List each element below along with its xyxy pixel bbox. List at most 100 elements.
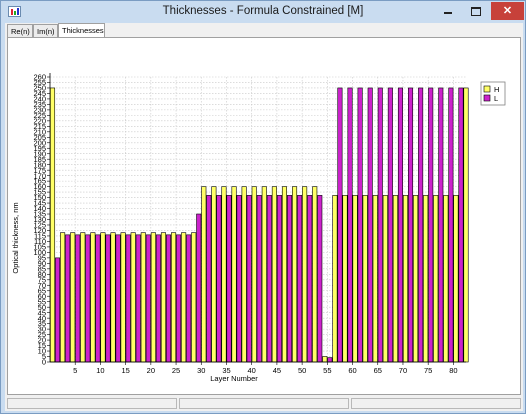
- chart-panel: 0 5 10 15 20 25 30 35 40 45 50 55 60 65 70 75 80 85 90 95 10…: [7, 37, 521, 395]
- close-button[interactable]: ✕: [491, 2, 524, 20]
- bar-layer-41: [251, 186, 257, 363]
- y-tick-label: 230: [33, 105, 46, 114]
- y-tick-label: 130: [33, 215, 46, 224]
- bar-layer-69: [392, 195, 398, 363]
- maximize-button[interactable]: [463, 2, 489, 20]
- bar-layer-62: [357, 87, 363, 363]
- bar-layer-73: [413, 195, 419, 363]
- bar-layer-52: [307, 195, 313, 363]
- y-tick-label: 25: [38, 330, 46, 339]
- bar-layer-66: [377, 87, 383, 363]
- bar-layer-30: [196, 213, 202, 363]
- x-tick-labels: 5 10 15 20 25 30 35 40 45 50 55 60 65 70 75 80: [73, 366, 457, 375]
- bar-layer-42: [256, 195, 262, 363]
- y-tick-label: 155: [33, 188, 46, 197]
- legend-label-l: L: [494, 94, 498, 103]
- y-tick-label: 45: [38, 308, 46, 317]
- bar-layer-25: [171, 232, 177, 363]
- y-axis-title: Optical thickness, nm: [11, 202, 20, 273]
- y-tick-label: 120: [33, 226, 46, 235]
- y-tick-label: 180: [33, 160, 46, 169]
- bar-layer-59: [342, 195, 348, 363]
- bar-layer-76: [428, 87, 434, 363]
- bar-layer-78: [438, 87, 444, 363]
- x-axis-title: Layer Number: [210, 374, 258, 383]
- x-tick-label: 20: [147, 366, 155, 375]
- bar-layer-12: [105, 234, 111, 363]
- bar-layer-14: [115, 234, 121, 363]
- y-tick-label: 55: [38, 297, 46, 306]
- bar-layer-7: [80, 232, 86, 363]
- x-tick-label: 10: [96, 366, 104, 375]
- bar-layer-53: [312, 186, 318, 363]
- bar-layer-22: [155, 234, 161, 363]
- y-tick-label: 50: [38, 303, 46, 312]
- y-tick-label: 80: [38, 270, 46, 279]
- status-segment-3: [351, 398, 521, 409]
- y-tick-label: 200: [33, 138, 46, 147]
- bar-layer-55: [322, 356, 328, 363]
- bar-layer-32: [206, 195, 212, 363]
- y-tick-label: 255: [33, 78, 46, 87]
- bar-layer-37: [231, 186, 237, 363]
- minimize-button[interactable]: [435, 2, 461, 20]
- y-tick-label: 90: [38, 259, 46, 268]
- bar-layer-17: [130, 232, 136, 363]
- bar-layer-68: [387, 87, 393, 363]
- x-tick-label: 5: [73, 366, 77, 375]
- bar-layer-15: [120, 232, 126, 363]
- y-tick-label: 125: [33, 221, 46, 230]
- y-tick-label: 30: [38, 325, 46, 334]
- bar-layer-19: [140, 232, 146, 363]
- x-tick-label: 75: [424, 366, 432, 375]
- y-tick-label: 185: [33, 155, 46, 164]
- y-tick-label: 225: [33, 111, 46, 120]
- tab-im-n[interactable]: Im(n): [33, 24, 58, 37]
- x-tick-label: 25: [172, 366, 180, 375]
- y-tick-label: 240: [33, 95, 46, 104]
- bar-layer-5: [70, 232, 76, 363]
- bar-layer-21: [150, 232, 156, 363]
- legend-label-h: H: [494, 85, 499, 94]
- bar-layer-77: [433, 195, 439, 363]
- bar-layer-54: [317, 195, 323, 363]
- bar-layer-46: [276, 195, 282, 363]
- status-segment-2: [179, 398, 349, 409]
- y-tick-label: 260: [33, 73, 46, 82]
- y-tick-labels: 0510152025303540455055606570758085909510…: [33, 73, 46, 367]
- bar-layer-18: [135, 234, 141, 363]
- app-icon: [8, 6, 21, 17]
- x-tick-label: 55: [323, 366, 331, 375]
- y-tick-label: 140: [33, 204, 46, 213]
- bar-layer-51: [302, 186, 308, 363]
- bars: [49, 87, 469, 363]
- y-tick-label: 10: [38, 347, 46, 356]
- bar-layer-83: [463, 87, 469, 363]
- status-segment-1: [7, 398, 177, 409]
- bar-layer-34: [216, 195, 222, 363]
- bar-layer-82: [458, 87, 464, 363]
- bar-layer-33: [211, 186, 217, 363]
- bar-layer-27: [181, 232, 187, 363]
- y-tick-label: 245: [33, 89, 46, 98]
- y-tick-label: 70: [38, 281, 46, 290]
- tab-re-n[interactable]: Re(n): [7, 24, 33, 37]
- bar-layer-81: [453, 195, 459, 363]
- bar-layer-16: [125, 234, 131, 363]
- bar-layer-67: [382, 195, 388, 363]
- close-icon: ✕: [502, 5, 513, 17]
- y-tick-label: 160: [33, 182, 46, 191]
- y-tick-label: 20: [38, 336, 46, 345]
- title-bar[interactable]: Thicknesses - Formula Constrained [M] ✕: [1, 1, 525, 23]
- bar-layer-47: [281, 186, 287, 363]
- bar-layer-1: [49, 87, 56, 363]
- bar-layer-60: [347, 87, 353, 363]
- x-tick-label: 40: [248, 366, 256, 375]
- tab-thicknesses[interactable]: Thicknesses: [58, 23, 105, 38]
- x-tick-label: 50: [298, 366, 306, 375]
- bar-layer-43: [261, 186, 267, 363]
- y-tick-label: 0: [42, 358, 46, 367]
- bar-layer-79: [443, 195, 449, 363]
- y-tick-label: 75: [38, 275, 46, 284]
